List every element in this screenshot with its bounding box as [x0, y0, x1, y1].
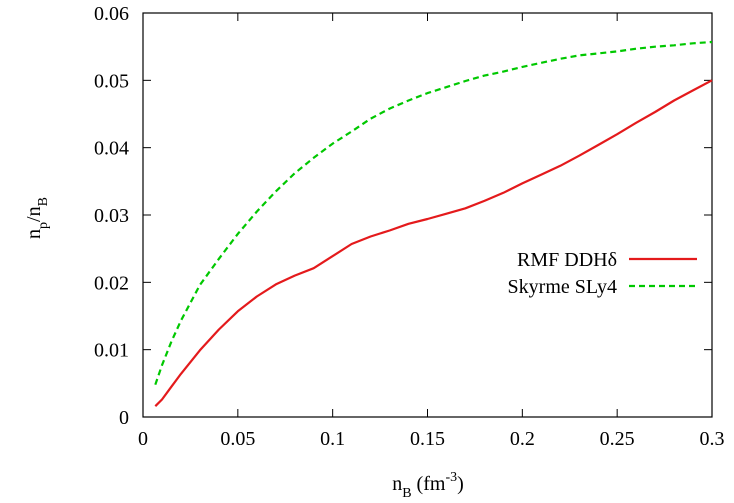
legend: RMF DDHδ Skyrme SLy4 [508, 249, 697, 298]
y-axis-ticks: 0 0.01 0.02 0.03 0.04 0.05 0.06 [94, 3, 712, 429]
legend-entry-sly4: Skyrme SLy4 [508, 276, 697, 298]
legend-label-rmf: RMF DDHδ [517, 249, 617, 271]
series-lines [154, 40, 713, 407]
plot-frame [142, 12, 713, 418]
legend-entry-rmf: RMF DDHδ [517, 249, 697, 271]
series-line-rmf [154, 79, 713, 407]
series-line-sly4 [154, 40, 713, 386]
y-tick-label: 0.02 [94, 272, 129, 294]
x-axis-ticks: 0 0.05 0.1 0.15 0.2 0.25 0.3 [138, 13, 725, 450]
x-tick-label: 0.25 [600, 428, 635, 450]
y-tick-label: 0.05 [94, 70, 129, 92]
y-tick-label: 0 [119, 407, 129, 429]
y-tick-label: 0.06 [94, 3, 129, 25]
y-tick-label: 0.03 [94, 205, 129, 227]
x-tick-label: 0.1 [320, 428, 345, 450]
x-tick-label: 0 [138, 428, 148, 450]
x-axis-label: nB (fm-3) [392, 470, 464, 501]
y-axis-label: np/nB [23, 197, 51, 239]
legend-label-sly4: Skyrme SLy4 [508, 276, 617, 298]
x-tick-label: 0.3 [700, 428, 725, 450]
y-tick-label: 0.04 [94, 138, 129, 160]
x-tick-label: 0.05 [220, 428, 255, 450]
y-tick-label: 0.01 [94, 340, 129, 362]
x-tick-label: 0.15 [410, 428, 445, 450]
x-tick-label: 0.2 [510, 428, 535, 450]
